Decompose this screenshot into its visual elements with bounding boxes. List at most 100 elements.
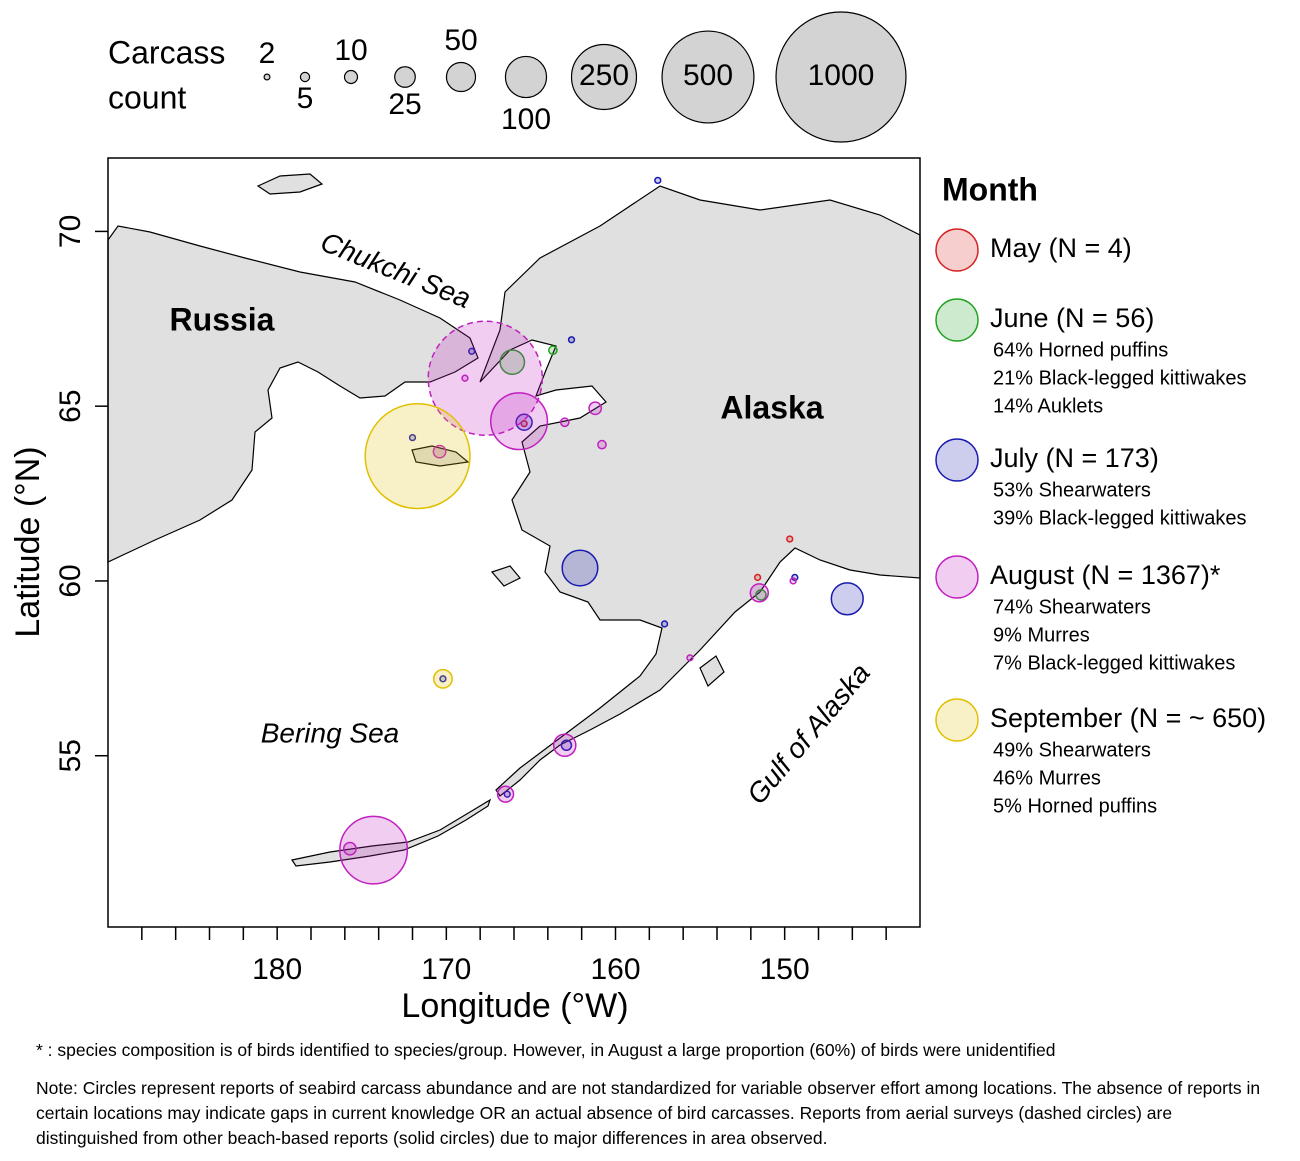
- size-legend-circle: [775, 11, 907, 143]
- size-legend-label: 250: [579, 59, 629, 92]
- carcass-bubble: [342, 841, 357, 856]
- carcass-bubble: [339, 815, 409, 885]
- legend-note: 14% Auklets: [993, 395, 1103, 417]
- carcass-bubble: [791, 573, 799, 582]
- x-tick-label: 150: [760, 953, 810, 986]
- carcass-bubble: [567, 336, 576, 344]
- carcass-bubble: [686, 654, 694, 662]
- carcass-bubble: [559, 417, 570, 428]
- size-legend-circle: [299, 71, 311, 83]
- carcass-bubble: [654, 176, 662, 185]
- legend-note: 49% Shearwaters: [993, 739, 1151, 761]
- size-legend-label: 5: [297, 82, 314, 115]
- carcass-bubble: [548, 345, 558, 356]
- legend-note: 9% Murres: [993, 624, 1090, 646]
- legend-note: 39% Black-legged kittiwakes: [993, 507, 1246, 529]
- size-legend-label: 2: [259, 37, 276, 70]
- carcass-bubble: [755, 589, 767, 601]
- legend-note: 46% Murres: [993, 767, 1101, 789]
- map-label: Bering Sea: [261, 717, 400, 748]
- carcass-bubble: [515, 413, 533, 431]
- st-lawrence-island: [411, 445, 470, 467]
- map-label: Russia: [170, 301, 275, 337]
- legend-label: May (N = 4): [990, 233, 1132, 263]
- legend-note: 74% Shearwaters: [993, 596, 1151, 618]
- wrangel-island: [256, 173, 324, 195]
- size-legend-circle: [661, 30, 755, 124]
- carcass-bubble: [439, 675, 447, 683]
- y-axis-title: Latitude (°N): [9, 446, 47, 637]
- y-tick-label: 55: [54, 739, 87, 772]
- carcass-bubble: [561, 549, 599, 587]
- carcass-bubble: [408, 433, 417, 442]
- nunivak-island: [490, 565, 521, 587]
- size-legend-title: Carcass: [108, 34, 225, 70]
- carcass-bubble: [588, 401, 603, 416]
- size-legend-circle: [504, 55, 548, 99]
- carcass-bubble: [427, 320, 544, 436]
- carcass-bubble: [830, 582, 864, 616]
- y-tick-label: 70: [54, 215, 87, 248]
- carcass-bubble: [461, 374, 469, 382]
- size-legend-label: 500: [683, 59, 733, 92]
- size-legend-title: count: [108, 79, 186, 115]
- legend-label: July (N = 173): [990, 443, 1159, 473]
- legend-note: 21% Black-legged kittiwakes: [993, 367, 1246, 389]
- carcass-bubble: [753, 573, 762, 582]
- carcass-bubble: [433, 668, 453, 689]
- carcass-bubble: [749, 583, 769, 603]
- aleutians: [291, 798, 492, 867]
- size-legend-label: 50: [444, 24, 477, 57]
- carcass-bubble: [496, 785, 515, 803]
- legend-swatch: [935, 228, 979, 272]
- size-legend-label: 100: [501, 103, 551, 136]
- x-axis-title: Longitude (°W): [401, 987, 628, 1025]
- x-tick-label: 170: [421, 953, 471, 986]
- carcass-bubble: [489, 392, 549, 451]
- legend-note: 5% Horned puffins: [993, 795, 1157, 817]
- x-tick-label: 180: [252, 953, 302, 986]
- y-tick-label: 65: [54, 389, 87, 422]
- carcass-bubble: [786, 535, 794, 543]
- map-label: Alaska: [720, 389, 823, 425]
- carcass-bubble: [597, 439, 607, 450]
- legend-swatch: [935, 298, 979, 342]
- legend-swatch: [935, 698, 979, 742]
- carcass-bubble: [432, 444, 447, 459]
- legend-note: 64% Horned puffins: [993, 339, 1168, 361]
- map-label: Gulf of Alaska: [741, 657, 876, 810]
- size-legend-label: 1000: [808, 59, 875, 92]
- carcass-bubble: [552, 733, 577, 758]
- y-tick-label: 60: [54, 564, 87, 597]
- x-tick-label: 160: [590, 953, 640, 986]
- size-legend-circle: [445, 61, 477, 93]
- legend-note: 53% Shearwaters: [993, 479, 1151, 501]
- size-legend-circle: [343, 69, 359, 85]
- carcass-bubble: [499, 349, 526, 376]
- size-legend-circle: [263, 73, 271, 81]
- size-legend-circle: [394, 66, 416, 88]
- size-legend-circle: [570, 43, 638, 111]
- alaska: [479, 185, 921, 797]
- carcass-bubble: [468, 347, 476, 355]
- footnote: Note: Circles represent reports of seabi…: [36, 1078, 1261, 1148]
- kodiak-island: [699, 655, 725, 687]
- legend-label: September (N = ~ 650): [990, 703, 1266, 733]
- carcass-bubble: [520, 419, 528, 428]
- legend-label: June (N = 56): [990, 303, 1154, 333]
- carcass-bubble: [503, 790, 511, 798]
- footnote: * : species composition is of birds iden…: [36, 1040, 1056, 1060]
- legend-note: 7% Black-legged kittiwakes: [993, 652, 1235, 674]
- carcass-bubble: [660, 620, 669, 628]
- carcass-bubble: [789, 577, 797, 585]
- legend-label: August (N = 1367)*: [990, 560, 1221, 590]
- legend-swatch: [935, 555, 979, 599]
- legend-swatch: [935, 438, 979, 482]
- russia: [107, 225, 479, 563]
- land: [107, 173, 921, 867]
- carcass-bubble: [364, 403, 471, 510]
- size-legend-label: 25: [388, 88, 421, 121]
- carcass-bubble: [560, 739, 573, 752]
- size-legend-label: 10: [334, 34, 367, 67]
